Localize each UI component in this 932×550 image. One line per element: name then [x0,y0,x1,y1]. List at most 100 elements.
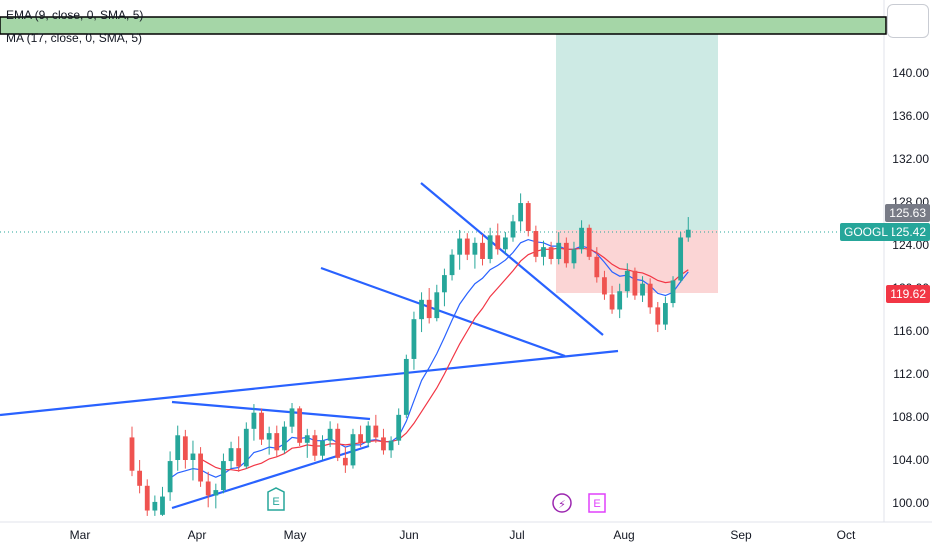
y-tick-label: 104.00 [892,453,929,467]
candle-body [198,453,203,482]
candle-body [624,270,630,292]
y-tick-label: 108.00 [892,410,929,424]
candle-body [152,501,158,511]
candle-body [472,242,478,255]
candle-body [304,435,310,443]
candle-body [640,283,645,296]
candle-body [442,275,447,293]
candle-body [579,227,584,250]
candle-body [274,433,280,451]
candle-body [434,292,440,319]
candle-body [533,231,539,257]
candle-body [510,221,516,238]
candle-body [556,242,562,259]
y-tick-label: 124.00 [892,238,929,252]
candle-body [221,461,226,491]
candle-body [350,434,356,466]
candle-body [411,319,417,359]
candle-body [289,408,295,427]
candle-body [548,247,554,259]
candle-body [396,414,402,441]
candle-body [327,428,333,441]
candle-body [457,238,463,255]
x-tick-label: Oct [837,528,856,542]
top-highlight-band [0,16,887,35]
earnings-marker[interactable]: E [267,487,285,511]
x-tick-label: Mar [70,528,91,542]
x-tick-label: May [284,528,307,542]
y-tick-label: 116.00 [893,324,929,338]
stop-price-tag: 119.62 [886,285,930,303]
candle-body [282,426,287,451]
y-tick-label: 100.00 [892,496,929,510]
upcoming-earnings-badge [588,493,606,513]
dividend-icon: ⚡ [558,498,566,511]
candle-body [609,294,615,310]
candle-body [419,299,424,320]
candle-body [571,249,577,264]
candle-body [297,408,303,443]
candle-body [617,291,623,310]
x-tick-label: Jun [399,528,418,542]
candle-body [541,247,546,257]
candle-body [388,440,394,451]
candle-body [670,280,676,304]
trendline-wedge-upper [420,182,604,336]
candle-body [342,457,348,466]
candle-body [213,490,219,496]
candle-body [594,256,600,278]
y-tick-label: 136.00 [892,109,929,123]
candle-body [403,358,409,415]
candle-body [312,435,318,456]
x-tick-label: Sep [730,528,752,542]
candle-body [663,303,668,325]
candle-body [144,485,150,511]
dividend-badge [552,493,572,513]
symbol-tag[interactable]: GOOGL [840,223,893,241]
candle-body [586,227,592,257]
candle-body [464,238,470,255]
candle-body [487,235,493,259]
candle-body [632,270,638,296]
candle-body [175,435,181,460]
price-axis-panel [884,0,932,522]
candle-body [365,425,371,443]
candle-body [167,461,173,493]
candle-body [480,242,485,259]
candle-body [259,412,264,440]
earnings-badge [267,487,285,511]
candle-body [502,237,508,250]
candles [129,193,691,516]
candle-body [495,235,501,250]
ema-line [169,238,689,479]
candle-body [182,436,188,460]
candle-body [236,448,242,467]
chart-settings-button[interactable] [887,4,929,38]
candle-body [563,242,569,264]
candle-body [655,307,661,325]
candle-body [190,453,196,460]
candle-body [160,496,165,515]
x-tick-label: Jul [509,528,524,542]
candle-body [137,470,143,486]
dividend-marker[interactable]: ⚡ [552,493,572,513]
candle-body [381,437,386,451]
moving-average-lines [169,238,689,479]
candle-body [602,277,607,295]
candle-body [266,433,272,440]
candle-body [678,237,684,281]
trendline-long-support [0,349,619,417]
ma-legend[interactable]: MA (17, close, 0, SMA, 5) [6,31,143,45]
ema-legend[interactable]: EMA (9, close, 0, SMA, 5) [6,8,144,22]
candle-body [129,437,135,471]
y-tick-label: 132.00 [892,152,929,166]
candle-body [685,229,691,238]
upcoming-earnings-marker[interactable]: E [588,493,606,513]
trendline-flag-top [171,400,371,421]
y-tick-label: 112.00 [893,367,929,381]
candle-body [373,425,379,438]
candle-body [243,428,249,467]
candle-body [358,434,363,443]
